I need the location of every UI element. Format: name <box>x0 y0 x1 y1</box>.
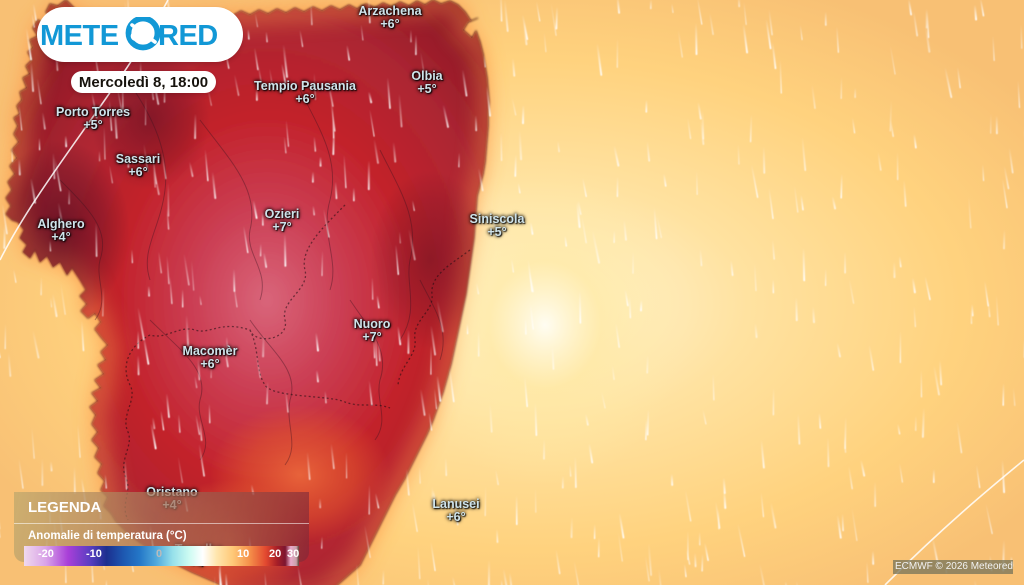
svg-text:RED: RED <box>158 20 218 52</box>
svg-text:METE: METE <box>40 20 119 52</box>
